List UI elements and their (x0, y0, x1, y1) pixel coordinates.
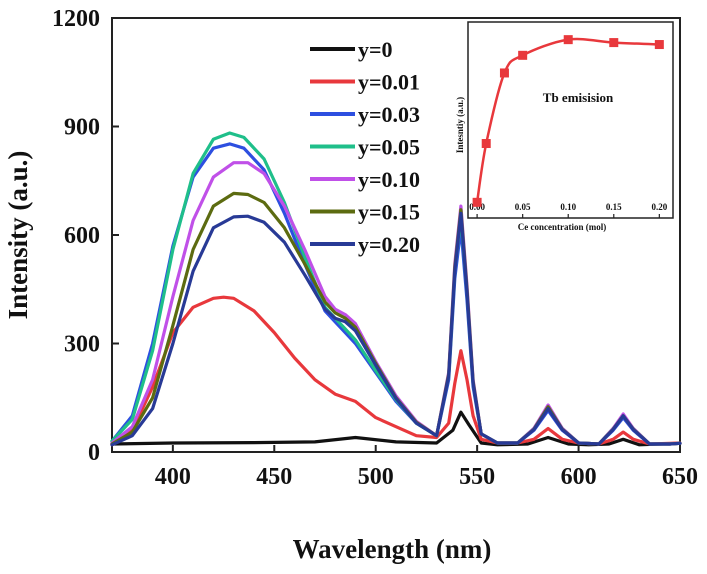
inset-x-tick-label: 0.20 (651, 202, 667, 212)
x-tick-label: 500 (358, 464, 394, 490)
legend-label-4: y=0.10 (358, 167, 420, 192)
y-tick-label: 600 (64, 223, 100, 249)
x-axis-label: Wavelength (nm) (293, 534, 492, 564)
inset-x-tick-label: 0.15 (606, 202, 622, 212)
inset-x-tick-label: 0.00 (469, 202, 485, 212)
inset-point-2 (499, 68, 509, 78)
inset-chart: 0.00 0.05 0.10 0.15 0.20 (469, 35, 668, 218)
x-tick-label: 400 (155, 464, 191, 490)
inset-x-tick-label: 0.05 (515, 202, 531, 212)
inset-y-axis-label: Intesntiy (a.u.) (455, 97, 465, 153)
legend-label-5: y=0.15 (358, 200, 420, 225)
x-tick-label: 600 (561, 464, 597, 490)
inset-point-5 (609, 38, 619, 48)
series-line-0 (110, 410, 682, 447)
main-series-group (110, 131, 682, 447)
inset-point-6 (654, 40, 664, 50)
inset-point-1 (481, 139, 491, 149)
y-tick-label: 300 (64, 332, 100, 358)
inset-plot-frame (467, 21, 674, 219)
legend-label-1: y=0.01 (358, 70, 420, 95)
main-axes-group: 400 450 500 550 600 650 0 300 600 900 1200 (52, 6, 698, 490)
y-tick-label: 0 (88, 440, 100, 466)
y-axis-label: Intensity (a.u.) (3, 151, 33, 320)
x-tick-label: 550 (459, 464, 495, 490)
series-line-6 (110, 211, 682, 447)
legend: y=0 y=0.01 y=0.03 y=0.05 y=0.10 y=0.15 y=0.20 (310, 37, 420, 257)
inset-point-0 (472, 197, 482, 207)
legend-label-3: y=0.05 (358, 135, 420, 160)
x-tick-label: 450 (256, 464, 292, 490)
inset-x-tick-label: 0.10 (560, 202, 576, 212)
legend-label-6: y=0.20 (358, 232, 420, 257)
inset-point-4 (563, 35, 573, 45)
x-tick-label: 650 (662, 464, 698, 490)
legend-label-0: y=0 (358, 37, 393, 62)
inset-point-3 (518, 50, 528, 60)
inset-title: Tb emisision (543, 90, 614, 105)
inset-x-axis-label: Ce concentration (mol) (518, 222, 606, 232)
y-tick-label: 1200 (52, 6, 100, 32)
legend-label-2: y=0.03 (358, 102, 420, 127)
y-tick-label: 900 (64, 115, 100, 141)
